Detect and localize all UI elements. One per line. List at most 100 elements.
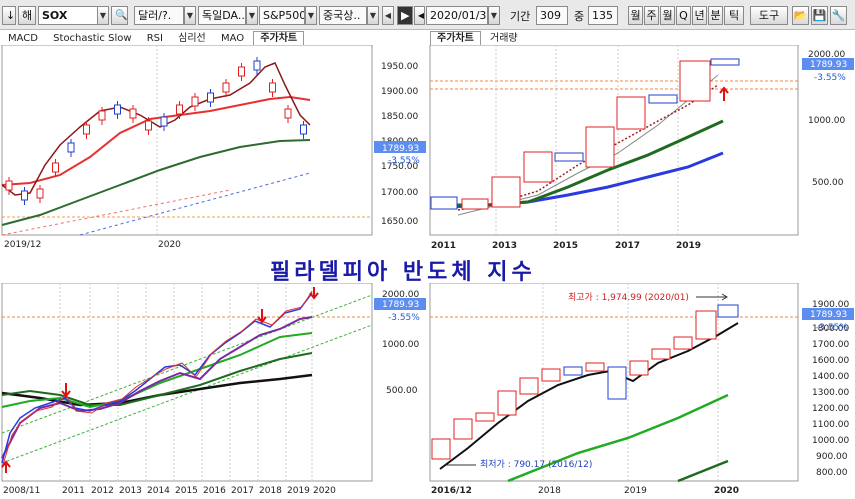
- open-folder-icon[interactable]: 📂: [792, 6, 809, 25]
- daily-candle: [284, 108, 292, 119]
- region-dropdown-icon[interactable]: ▼: [367, 6, 379, 25]
- yearly-x-label: 2015: [553, 241, 578, 251]
- quarterly-y-tick: 1800.00: [812, 324, 849, 334]
- search-icon[interactable]: 🔍: [111, 6, 128, 25]
- adj-input[interactable]: 135: [588, 6, 618, 25]
- save-icon[interactable]: 💾: [811, 6, 828, 25]
- daily-candle: [145, 120, 152, 131]
- weekly-x-label: 2020: [313, 486, 336, 496]
- down-arrow-icon: [61, 383, 71, 398]
- quarterly-y-tick: 1000.00: [812, 436, 849, 446]
- period-quarter-button[interactable]: Q: [676, 6, 691, 25]
- period-week-button[interactable]: 주: [644, 6, 659, 25]
- quarterly-y-tick: 800.00: [816, 468, 848, 478]
- play-icon[interactable]: ▶: [397, 6, 413, 25]
- weekly-x-label: 2018: [259, 486, 282, 496]
- daily-candle: [114, 104, 121, 115]
- currency-select[interactable]: 달러/?.: [134, 6, 184, 25]
- currency-dropdown-icon[interactable]: ▼: [184, 6, 196, 25]
- period-label: 기간: [510, 10, 531, 23]
- daily-candle: [253, 60, 261, 71]
- tab-price-chart-right[interactable]: 주가차트: [430, 31, 481, 45]
- daily-candle: [83, 124, 90, 135]
- up-arrow-icon: [1, 460, 11, 473]
- down-arrow-button[interactable]: ↓: [2, 6, 16, 25]
- yearly-x-label: 2017: [615, 241, 640, 251]
- wrench-icon[interactable]: 🔧: [830, 6, 847, 25]
- yearly-chart-panel[interactable]: 2000.00 1000.00 500.00 1789.93 -3.55% 20…: [428, 45, 855, 253]
- daily-candle: [98, 110, 106, 121]
- indicator-tabs: MACD Stochastic Slow RSI 심리선 MAO 주가차트: [2, 31, 305, 45]
- quarterly-y-tick: 1400.00: [812, 372, 849, 382]
- page-title: 필라델피아 반도체 지수: [270, 259, 536, 285]
- daily-candle: [300, 124, 307, 135]
- weekly-x-label: 2016: [203, 486, 226, 496]
- yearly-y-tick: 500.00: [812, 178, 844, 188]
- country-dropdown-icon[interactable]: ▼: [246, 6, 258, 25]
- yearly-last-price: 1789.93: [810, 60, 847, 70]
- daily-x-label: 2020: [158, 240, 181, 250]
- period-input[interactable]: 309: [536, 6, 568, 25]
- daily-last-price: 1789.93: [382, 144, 419, 154]
- weekly-y-tick: 500.00: [386, 386, 418, 396]
- tab-stochastic[interactable]: Stochastic Slow: [53, 33, 132, 44]
- prev-date-icon[interactable]: ◀: [414, 6, 425, 25]
- daily-y-tick: 1950.00: [381, 62, 418, 72]
- daily-candle: [36, 188, 44, 199]
- symbol-dropdown-icon[interactable]: ▼: [97, 6, 109, 25]
- date-input[interactable]: 2020/01/31: [426, 6, 488, 25]
- period-monthly-button[interactable]: 월: [660, 6, 675, 25]
- quarterly-x-label: 2020: [714, 486, 739, 496]
- quarterly-y-tick: 1300.00: [812, 388, 849, 398]
- quarterly-chart-panel[interactable]: 최고가 : 1,974.99 (2020/01) 최저가 : 790.17 (2…: [428, 283, 855, 499]
- daily-y-tick: 1700.00: [381, 188, 418, 198]
- quarterly-y-tick: 1900.00: [812, 300, 849, 310]
- tab-mao[interactable]: MAO: [220, 33, 245, 44]
- weekly-y-tick: 1000.00: [382, 340, 419, 350]
- index-dropdown-icon[interactable]: ▼: [305, 6, 317, 25]
- daily-y-tick: 1750.00: [381, 162, 418, 172]
- daily-candle: [5, 180, 13, 191]
- daily-candle: [176, 104, 183, 115]
- tools-menu-button[interactable]: 도구: [750, 6, 788, 25]
- quarterly-y-tick: 1700.00: [812, 340, 849, 350]
- scroll-left-icon[interactable]: ◀: [382, 6, 394, 25]
- weekly-x-label: 2011: [62, 486, 85, 496]
- yearly-chart: 2000.00 1000.00 500.00 1789.93 -3.55% 20…: [429, 45, 854, 251]
- daily-change-pct: -3.55%: [388, 156, 420, 166]
- period-tick-button[interactable]: 틱: [724, 6, 744, 25]
- weekly-chart-panel[interactable]: 2000.00 1000.00 500.00 1789.93 -3.55% 20…: [0, 283, 428, 499]
- quarterly-x-label: 2016/12: [431, 486, 472, 496]
- tab-volume[interactable]: 거래량: [490, 33, 518, 44]
- quarterly-y-tick: 1600.00: [812, 356, 849, 366]
- quarterly-x-label: 2018: [538, 486, 561, 496]
- quarterly-high-note: 최고가 : 1,974.99 (2020/01): [568, 292, 689, 303]
- index-select[interactable]: S&P500: [259, 6, 305, 25]
- yearly-x-label: 2019: [676, 241, 701, 251]
- quarterly-low-note: 최저가 : 790.17 (2016/12): [480, 459, 592, 470]
- symbol-input[interactable]: SOX: [38, 6, 98, 25]
- tab-psychology[interactable]: 심리선: [178, 33, 206, 44]
- daily-chart-panel[interactable]: 1950.00 1900.00 1850.00 1800.00 1750.00 …: [0, 45, 428, 253]
- country-select[interactable]: 독일DA..: [198, 6, 246, 25]
- period-year-button[interactable]: 년: [692, 6, 707, 25]
- period-minute-button[interactable]: 분: [708, 6, 723, 25]
- daily-candle: [129, 108, 137, 119]
- tab-rsi[interactable]: RSI: [146, 33, 163, 44]
- tab-macd[interactable]: MACD: [8, 33, 38, 44]
- pointer-arrow-icon: [721, 293, 728, 301]
- weekly-x-label: 2015: [175, 486, 198, 496]
- daily-candle: [269, 82, 276, 93]
- tab-price-chart-left[interactable]: 주가차트: [253, 31, 305, 45]
- region-select[interactable]: 중국상..: [319, 6, 367, 25]
- quarterly-y-tick: 1100.00: [812, 420, 849, 430]
- daily-candle: [238, 66, 245, 77]
- quarterly-change-pct: -3.55%: [816, 323, 848, 333]
- period-month-button[interactable]: 월: [628, 6, 643, 25]
- daily-candle: [191, 96, 199, 107]
- market-button[interactable]: 해: [18, 6, 36, 25]
- weekly-y-tick: 2000.00: [382, 290, 419, 300]
- calendar-dropdown-icon[interactable]: ▼: [488, 6, 500, 25]
- right-chart-tabs: 주가차트 거래량: [430, 31, 524, 45]
- down-arrow-icon: [309, 287, 319, 300]
